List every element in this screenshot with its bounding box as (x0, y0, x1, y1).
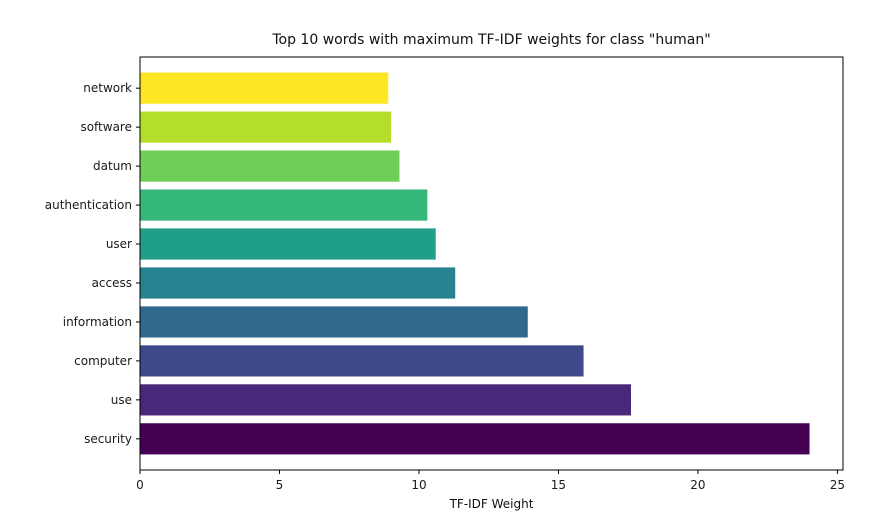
plot-area-frame (139, 56, 844, 471)
x-tick-label: 5 (276, 478, 284, 492)
y-tick-label: network (83, 81, 132, 95)
y-tick-label: software (80, 120, 132, 134)
y-tick-label: access (92, 276, 132, 290)
x-tick-label: 15 (551, 478, 566, 492)
bar-use (140, 384, 631, 416)
bar-user (140, 228, 436, 260)
bar-information (140, 306, 528, 338)
chart-title: Top 10 words with maximum TF-IDF weights… (271, 32, 710, 48)
bar-datum (140, 150, 400, 182)
y-tick-label: information (63, 315, 132, 329)
y-tick-label: computer (74, 354, 132, 368)
x-tick-label: 20 (690, 478, 705, 492)
bar-network (140, 72, 389, 104)
x-tick-label: 0 (136, 478, 144, 492)
bars-group (140, 72, 810, 455)
y-tick-label: authentication (45, 198, 132, 212)
y-tick-label: use (111, 393, 132, 407)
bar-access (140, 267, 456, 299)
bar-computer (140, 345, 584, 377)
x-axis-label: TF-IDF Weight (449, 497, 534, 511)
bar-authentication (140, 189, 428, 221)
y-tick-label: datum (93, 159, 132, 173)
x-axis-ticks: 0 5 10 15 20 25 (136, 470, 845, 492)
y-tick-label: security (84, 432, 132, 446)
y-tick-label: user (106, 237, 132, 251)
bar-software (140, 111, 392, 143)
x-tick-label: 25 (830, 478, 845, 492)
bar-security (140, 423, 810, 455)
y-axis-ticks: security use computer information access user… (45, 81, 140, 446)
x-tick-label: 10 (411, 478, 426, 492)
